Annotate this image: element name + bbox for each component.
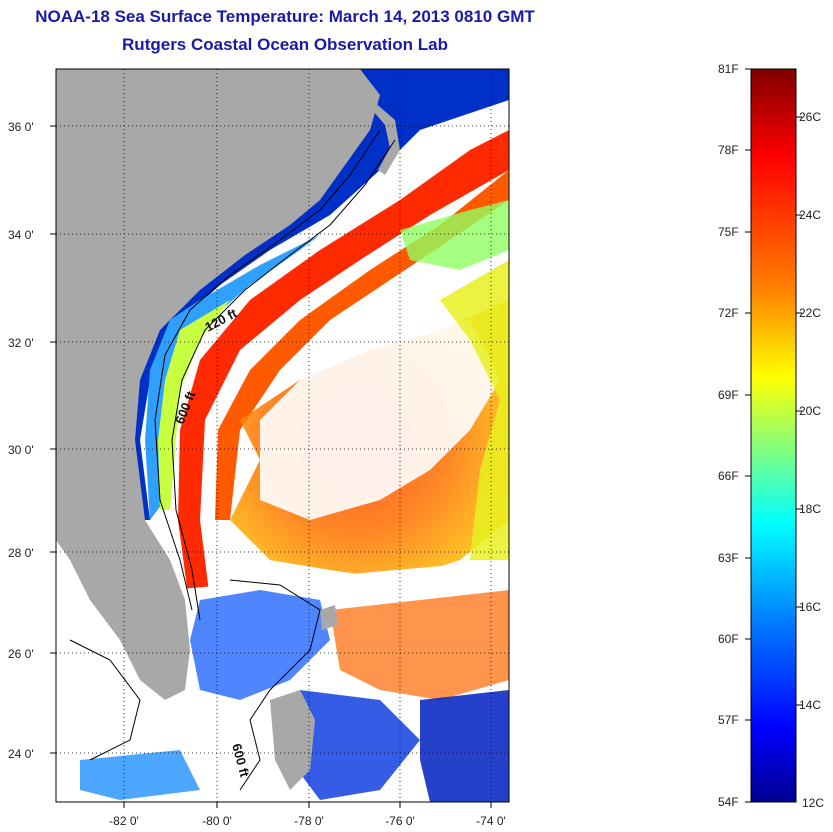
map-frame [55, 68, 510, 803]
southeast-cool-patch [420, 690, 509, 802]
cb-f-69: 69F [718, 388, 739, 402]
bahamas-water-patch [190, 590, 330, 700]
cb-f-54: 54F [718, 795, 739, 809]
central-cloud-gap [260, 320, 500, 520]
cb-f-75: 75F [718, 225, 739, 239]
cb-c-26: 26C [799, 110, 822, 124]
cb-c-18: 18C [799, 502, 822, 516]
cb-c-14: 14C [799, 698, 822, 712]
lat-label-34: 34 0' [8, 228, 34, 242]
lon-label-82: -82 0' [109, 814, 139, 828]
cb-c-24: 24C [799, 208, 822, 222]
contour-bahamas [229, 579, 321, 791]
southwest-water-patch [80, 750, 200, 800]
cb-f-60: 60F [718, 632, 739, 646]
andros-island [270, 690, 315, 790]
lat-label-36: 36 0' [8, 120, 34, 134]
southeast-warm-patch [330, 590, 509, 700]
cb-c-16: 16C [799, 600, 822, 614]
map-title: NOAA-18 Sea Surface Temperature: March 1… [35, 7, 535, 26]
outer-banks [368, 100, 400, 175]
lat-label-32: 32 0' [8, 336, 34, 350]
cb-c-20: 20C [799, 404, 822, 418]
lon-label-80: -80 0' [202, 814, 232, 828]
cb-f-63: 63F [718, 551, 739, 565]
cb-f-66: 66F [718, 469, 739, 483]
cb-c-22: 22C [799, 306, 822, 320]
lat-label-24: 24 0' [8, 747, 34, 761]
cb-f-72: 72F [718, 306, 739, 320]
lon-label-74: -74 0' [476, 814, 506, 828]
lon-label-78: -78 0' [294, 814, 324, 828]
tick-marks [50, 125, 492, 808]
lat-label-26: 26 0' [8, 647, 34, 661]
us-coastline-land [56, 69, 380, 700]
contour-120ft [154, 129, 381, 611]
lon-label-76: -76 0' [385, 814, 415, 828]
cb-f-81: 81F [718, 62, 739, 76]
colorbar [750, 68, 797, 803]
cold-shelf-water [118, 69, 509, 520]
northeast-mild-water [400, 200, 509, 270]
contour-600ft [171, 139, 396, 621]
cb-f-57: 57F [718, 713, 739, 727]
bahamas-island [320, 605, 338, 630]
gulf-stream-edge [215, 170, 509, 520]
gulf-stream [178, 130, 509, 610]
lat-label-30: 30 0' [8, 443, 34, 457]
eastern-mild-water [440, 260, 509, 560]
lat-label-28: 28 0' [8, 546, 34, 560]
shelf-front-water [158, 300, 230, 510]
cb-f-78: 78F [718, 143, 739, 157]
cb-c-12: 12C [802, 796, 825, 810]
south-cool-patch [290, 690, 420, 800]
colorbar-ticks [745, 68, 802, 803]
map-subtitle: Rutgers Coastal Ocean Observation Lab [122, 35, 448, 54]
